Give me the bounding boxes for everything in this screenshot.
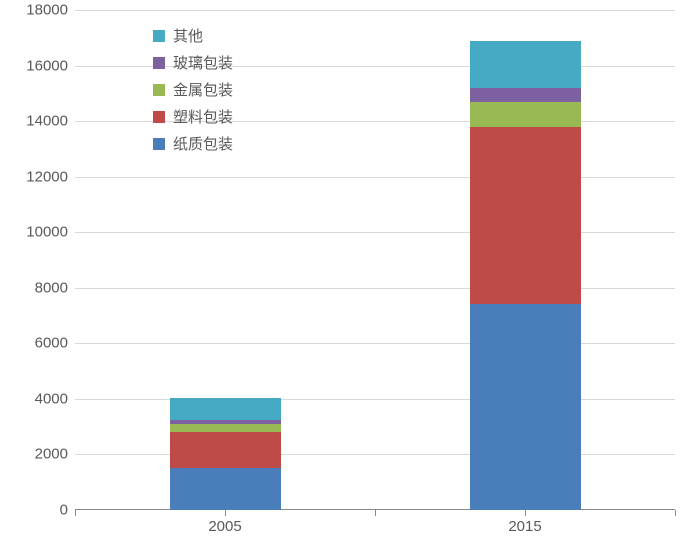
bar-2005	[170, 398, 281, 511]
x-tick-mark	[75, 510, 76, 516]
legend-swatch	[153, 57, 165, 69]
legend-swatch	[153, 111, 165, 123]
y-tick-label: 0	[8, 502, 68, 519]
segment-metal	[470, 102, 581, 127]
y-tick-label: 16000	[8, 57, 68, 74]
y-tick-label: 2000	[8, 446, 68, 463]
legend-label: 玻璃包装	[173, 52, 233, 73]
segment-glass	[470, 88, 581, 102]
gridline	[75, 177, 675, 178]
stacked-bar-chart: 2005 2015 其他玻璃包装金属包装塑料包装纸质包装 0 2000 4000 600…	[0, 0, 690, 548]
legend-label: 其他	[173, 25, 203, 46]
legend-item-plastic: 塑料包装	[153, 106, 233, 127]
legend-item-other: 其他	[153, 25, 233, 46]
legend-label: 纸质包装	[173, 133, 233, 154]
segment-glass	[170, 420, 281, 424]
y-tick-label: 6000	[8, 335, 68, 352]
x-tick-label: 2005	[208, 518, 241, 535]
legend-label: 金属包装	[173, 79, 233, 100]
legend: 其他玻璃包装金属包装塑料包装纸质包装	[153, 25, 233, 160]
legend-item-glass: 玻璃包装	[153, 52, 233, 73]
legend-label: 塑料包装	[173, 106, 233, 127]
y-tick-label: 10000	[8, 224, 68, 241]
gridline	[75, 343, 675, 344]
segment-metal	[170, 424, 281, 432]
x-tick-mark	[675, 510, 676, 516]
legend-item-paper: 纸质包装	[153, 133, 233, 154]
gridline	[75, 288, 675, 289]
y-tick-label: 8000	[8, 279, 68, 296]
segment-other	[170, 398, 281, 420]
y-tick-label: 18000	[8, 2, 68, 19]
legend-swatch	[153, 138, 165, 150]
gridline	[75, 454, 675, 455]
segment-paper	[170, 468, 281, 510]
segment-plastic	[470, 127, 581, 305]
x-axis: 2005 2015	[75, 510, 675, 540]
legend-item-metal: 金属包装	[153, 79, 233, 100]
x-tick-mark	[225, 510, 226, 516]
gridline	[75, 10, 675, 11]
gridline	[75, 232, 675, 233]
bar-2015	[470, 41, 581, 510]
y-tick-label: 12000	[8, 168, 68, 185]
gridline	[75, 399, 675, 400]
segment-paper	[470, 304, 581, 510]
segment-plastic	[170, 432, 281, 468]
legend-swatch	[153, 30, 165, 42]
x-tick-label: 2015	[508, 518, 541, 535]
segment-other	[470, 41, 581, 88]
x-tick-mark	[525, 510, 526, 516]
x-tick-mark	[375, 510, 376, 516]
y-tick-label: 14000	[8, 113, 68, 130]
legend-swatch	[153, 84, 165, 96]
y-tick-label: 4000	[8, 390, 68, 407]
